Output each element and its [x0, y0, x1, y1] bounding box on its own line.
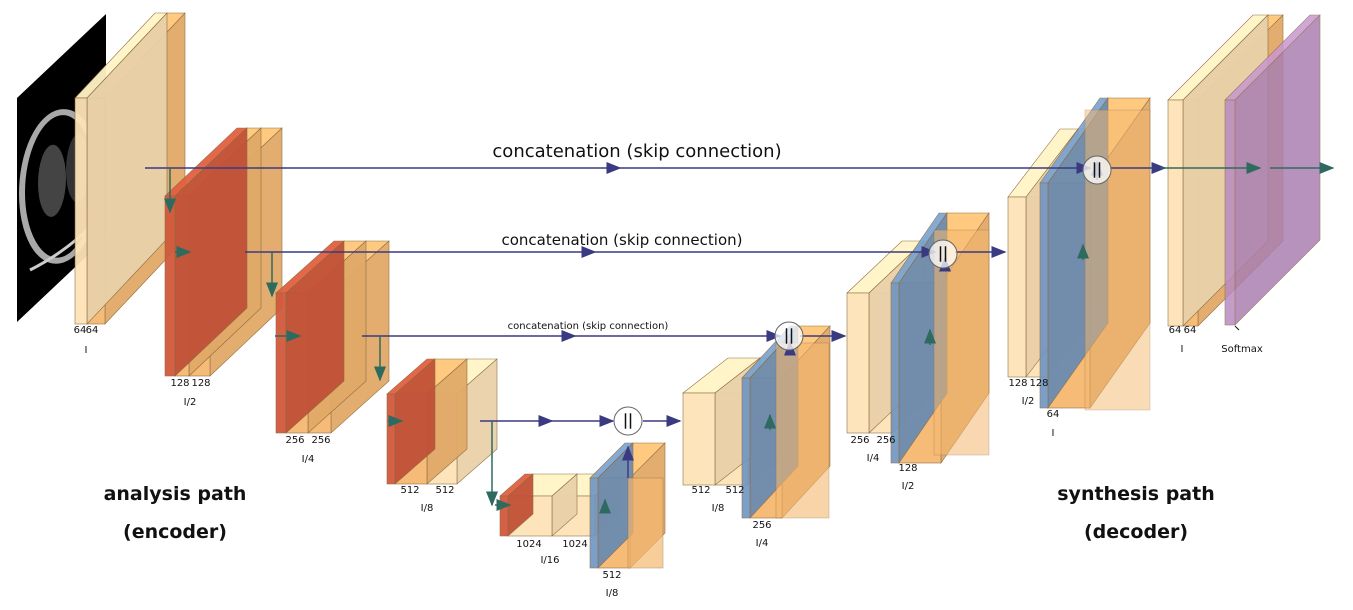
e3-slab-2 — [275, 240, 345, 434]
d4-ch-b: 512 — [725, 485, 744, 496]
e3-res: I/4 — [302, 454, 315, 465]
up1-pane — [1084, 109, 1151, 411]
b-res: I/16 — [540, 555, 559, 566]
softmax-label: Softmax — [1221, 344, 1263, 355]
e2-ch-a: 128 — [170, 378, 189, 389]
skip-label-2: concatenation (skip connection) — [502, 231, 743, 249]
e4-ch-b: 512 — [435, 485, 454, 496]
up1-res: I — [1052, 428, 1055, 439]
e3-ch-b: 256 — [311, 435, 330, 446]
concat-4-icon — [613, 406, 643, 436]
e2-ch-b: 128 — [191, 378, 210, 389]
e1-res: I — [85, 345, 88, 356]
up4-res: I/8 — [606, 588, 619, 599]
up3-res: I/4 — [756, 538, 769, 549]
e1-ch-b: 64 — [86, 325, 99, 336]
b-ch-a: 1024 — [516, 539, 541, 550]
up2-ch: 128 — [898, 463, 917, 474]
e1-slab-1 — [74, 12, 168, 325]
d4-ch-a: 512 — [691, 485, 710, 496]
up4-ch: 512 — [602, 570, 621, 581]
up4-slab-1 — [589, 442, 634, 569]
d2-res: I/2 — [1022, 396, 1035, 407]
d3-ch-b: 256 — [876, 435, 895, 446]
e1-ch-a: 64 — [74, 325, 87, 336]
concat-2-icon — [928, 239, 958, 269]
up2-res: I/2 — [902, 481, 915, 492]
analysis-path-title: analysis path — [104, 483, 247, 505]
d4-res: I/8 — [712, 503, 725, 514]
out-slab-0 — [1224, 14, 1321, 326]
up1-ch: 64 — [1047, 409, 1060, 420]
concat-1-icon — [1082, 155, 1112, 185]
up3-pane — [775, 342, 830, 519]
synthesis-path-title: synthesis path — [1057, 483, 1215, 505]
connection-arrows — [145, 155, 1335, 514]
d1-res: I — [1181, 344, 1184, 355]
concat-3-icon — [774, 321, 804, 351]
e2-res: I/2 — [184, 397, 197, 408]
d1-ch-a: 64 — [1169, 325, 1182, 336]
up3-ch: 256 — [752, 520, 771, 531]
skip-label-3: concatenation (skip connection) — [508, 321, 669, 332]
e4-ch-a: 512 — [400, 485, 419, 496]
e2-slab-2 — [164, 127, 248, 377]
d3-res: I/4 — [867, 453, 880, 464]
d2-ch-a: 128 — [1008, 378, 1027, 389]
e4-res: I/8 — [421, 503, 434, 514]
skip-label-1: concatenation (skip connection) — [492, 141, 781, 162]
up4-pane — [627, 477, 664, 569]
d3-ch-a: 256 — [850, 435, 869, 446]
e4-slab-2 — [386, 358, 436, 485]
b-ch-b: 1024 — [562, 539, 587, 550]
b-slab-2 — [499, 473, 534, 537]
d1-ch-b: 64 — [1184, 325, 1197, 336]
d2-ch-b: 128 — [1029, 378, 1048, 389]
e3-ch-a: 256 — [285, 435, 304, 446]
analysis-path-subtitle: (encoder) — [123, 521, 227, 543]
synthesis-path-subtitle: (decoder) — [1084, 521, 1188, 543]
